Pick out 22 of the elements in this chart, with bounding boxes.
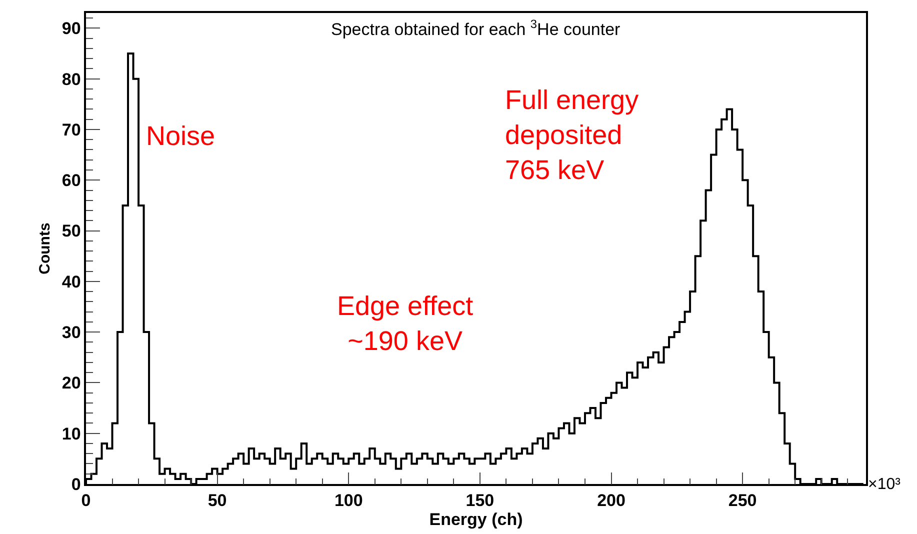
x-tick-label: 150	[466, 491, 494, 510]
x-tick-label: 250	[728, 491, 757, 510]
y-tick-label: 50	[62, 222, 81, 241]
y-tick-label: 20	[62, 374, 81, 393]
annotation: Edge effect ~190 keV	[337, 291, 474, 356]
y-tick-label: 10	[62, 424, 81, 444]
y-tick-label: 0	[71, 474, 81, 494]
x-axis-title: Energy (ch)	[429, 510, 523, 530]
y-tick-label: 40	[62, 272, 81, 292]
annotation: Full energy deposited 765 keV	[505, 85, 640, 186]
y-tick-label: 60	[62, 171, 81, 190]
y-tick-label: 90	[62, 19, 81, 38]
chart-title: Spectra obtained for each $^{3}$He counter	[331, 17, 621, 40]
y-tick-label: 80	[62, 70, 81, 89]
y-tick-label: 70	[62, 120, 81, 140]
y-tick-label: 30	[62, 323, 81, 342]
annotation: Noise	[146, 121, 216, 151]
text: ×10³	[868, 476, 902, 493]
x-tick-label: 100	[334, 491, 363, 510]
x-tick-label: 200	[597, 491, 626, 510]
x-tick-label: 50	[208, 491, 227, 510]
y-axis-title: Counts	[36, 222, 54, 274]
